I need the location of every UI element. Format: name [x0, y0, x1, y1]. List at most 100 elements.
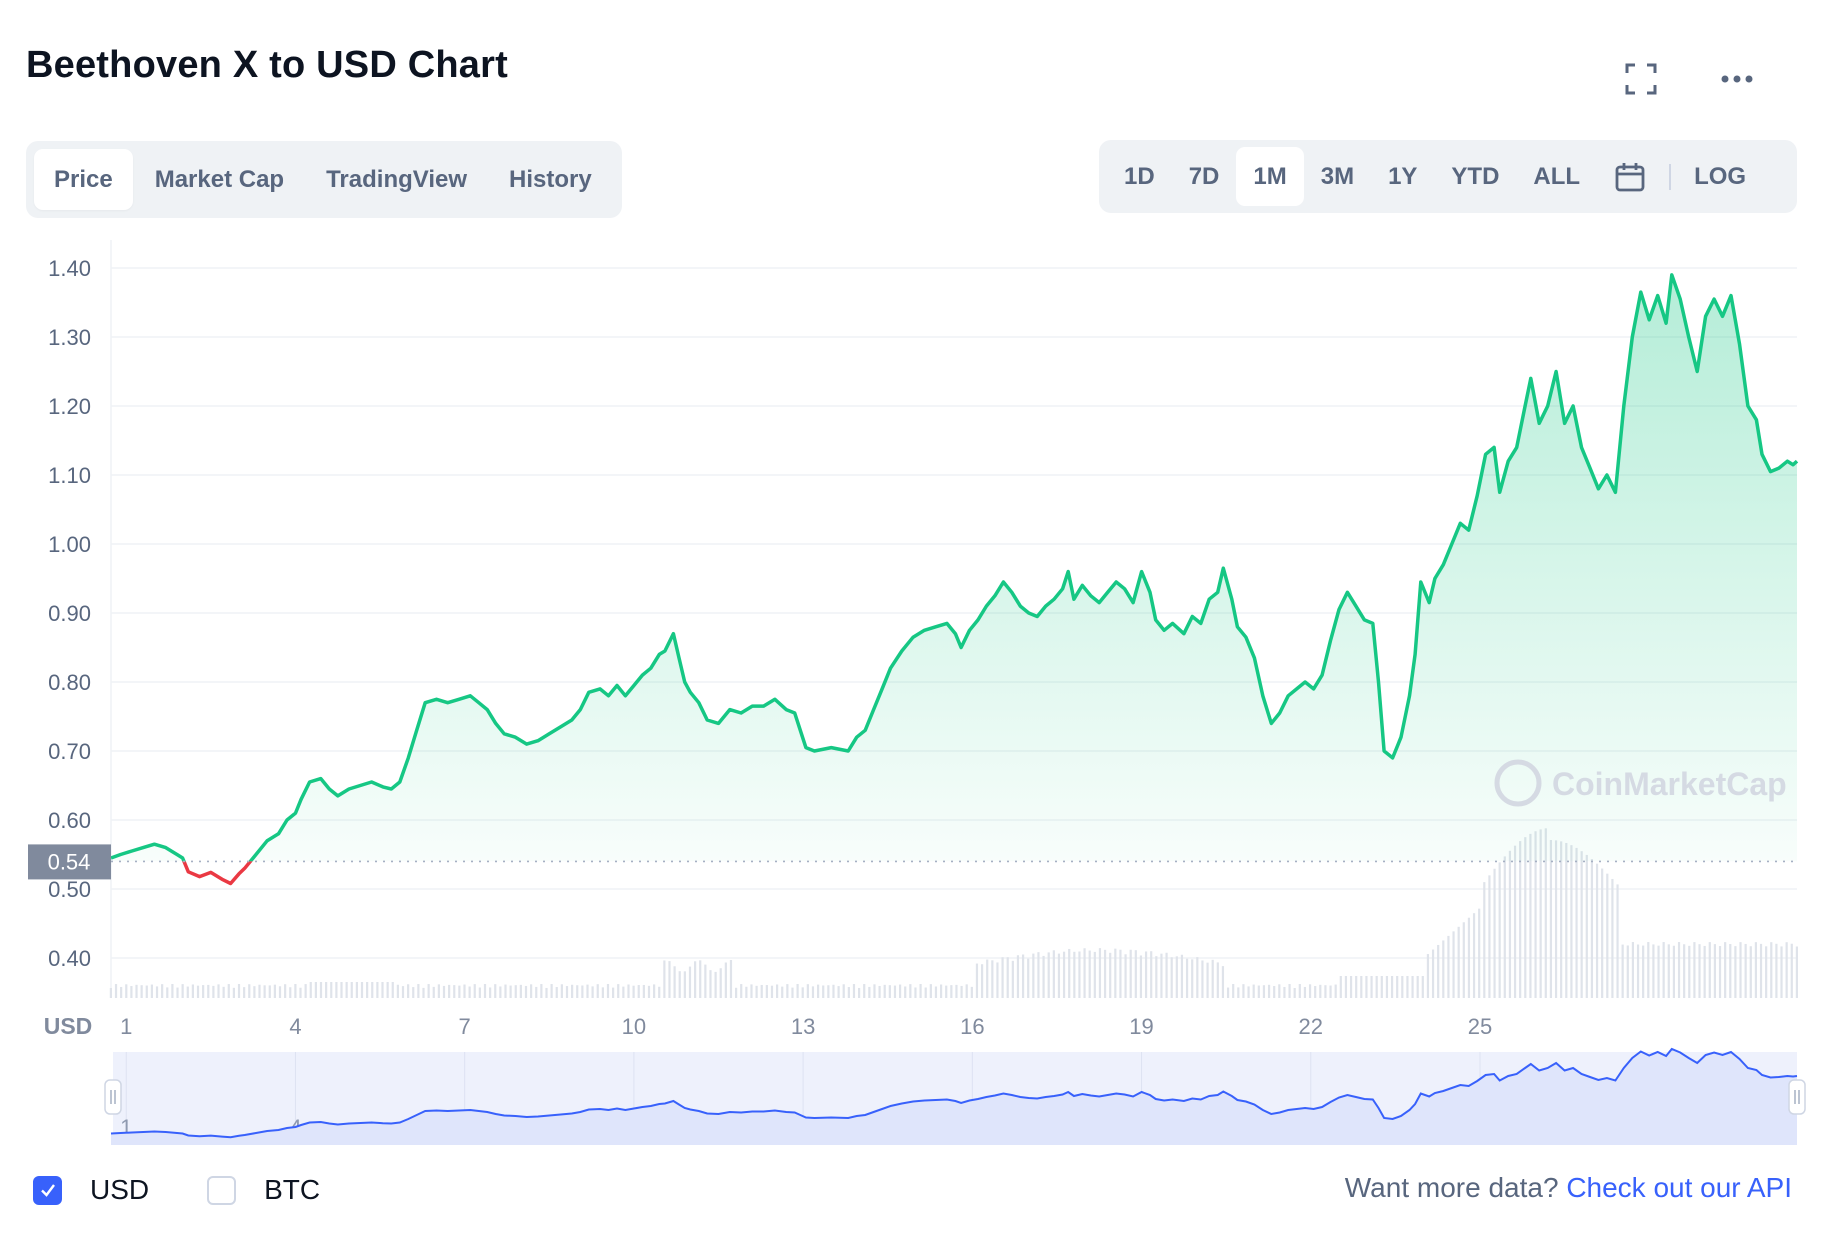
- y-axis: 0.40 0.50 0.60 0.70 0.80 0.90 1.00 1.10 1.20 1.30…: [48, 256, 91, 971]
- tab-market-cap[interactable]: Market Cap: [154, 165, 285, 193]
- volume-bar: [1703, 945, 1706, 998]
- volume-bar: [586, 984, 589, 998]
- volume-bar: [1416, 976, 1419, 998]
- volume-bar: [1513, 845, 1517, 998]
- volume-bar: [565, 986, 569, 998]
- volume-bar: [1452, 931, 1455, 998]
- volume-bar: [560, 984, 563, 998]
- volume-bar: [186, 986, 189, 998]
- volume-bar: [1529, 833, 1532, 998]
- volume-bar: [704, 964, 707, 998]
- volume-bar: [237, 984, 241, 998]
- volume-bar: [196, 985, 200, 998]
- volume-bar: [663, 960, 666, 998]
- volume-bar: [1011, 960, 1014, 998]
- range-all[interactable]: ALL: [1533, 162, 1581, 190]
- volume-bar: [448, 984, 451, 998]
- volume-bar: [176, 987, 179, 998]
- volume-bar: [171, 984, 174, 998]
- tab-history[interactable]: History: [509, 165, 592, 193]
- api-link[interactable]: Check out our API: [1566, 1172, 1792, 1203]
- volume-bar: [1073, 951, 1076, 998]
- volume-bar: [1221, 966, 1225, 998]
- volume-bar: [1211, 959, 1214, 998]
- volume-bar: [1539, 829, 1542, 998]
- range-1d[interactable]: 1D: [1124, 162, 1155, 190]
- volume-bar: [1396, 976, 1399, 998]
- volume-bar: [1483, 882, 1486, 998]
- volume-bar: [1339, 976, 1342, 998]
- volume-bar: [1688, 945, 1691, 998]
- volume-bar: [453, 985, 456, 998]
- x-axis: 147101316192225Feb: [120, 1014, 1492, 1039]
- x-tick-label: 7: [459, 1014, 471, 1039]
- more-dots-icon[interactable]: [1714, 56, 1760, 102]
- volume-bar: [145, 985, 148, 998]
- volume-bar: [745, 986, 748, 998]
- btc-checkbox[interactable]: [207, 1175, 237, 1205]
- volume-bar: [714, 971, 717, 998]
- log-scale-toggle[interactable]: LOG: [1694, 162, 1747, 190]
- volume-bar: [863, 984, 866, 998]
- tab-price[interactable]: Price: [34, 149, 133, 210]
- range-1y[interactable]: 1Y: [1388, 162, 1418, 190]
- volume-bar: [1549, 840, 1553, 998]
- volume-bar: [1724, 942, 1727, 998]
- range-ytd[interactable]: YTD: [1451, 162, 1500, 190]
- volume-bar: [945, 985, 948, 998]
- range-7d[interactable]: 7D: [1188, 162, 1220, 190]
- volume-bar: [832, 984, 835, 998]
- volume-bar: [1201, 960, 1204, 998]
- check-icon: [40, 1184, 55, 1197]
- volume-bar: [939, 984, 943, 998]
- volume-bar: [1083, 948, 1086, 998]
- volume-bar: [181, 984, 184, 998]
- volume-bar: [289, 987, 292, 998]
- volume-bar: [1078, 951, 1081, 998]
- price-area: [111, 274, 1797, 862]
- usd-checkbox[interactable]: [33, 1175, 62, 1205]
- range-brush[interactable]: 147101316192225Feb: [104, 1047, 1824, 1145]
- brush-handle-left[interactable]: [104, 1079, 122, 1115]
- volume-bar: [1165, 952, 1168, 998]
- volume-bar: [278, 986, 282, 998]
- volume-bar: [1421, 976, 1424, 998]
- y-tick-label: 0.70: [48, 739, 91, 764]
- volume-bar: [934, 986, 938, 998]
- volume-bar: [827, 985, 830, 998]
- volume-bar: [1329, 985, 1332, 998]
- volume-bar: [653, 984, 656, 998]
- volume-bar: [555, 987, 558, 998]
- brush-handle-right[interactable]: [1788, 1079, 1806, 1115]
- usd-label: USD: [90, 1174, 150, 1205]
- volume-bar: [1590, 859, 1594, 998]
- volume-bar: [1631, 942, 1635, 998]
- volume-bar: [1790, 943, 1793, 998]
- volume-bar: [412, 987, 415, 998]
- volume-bar: [893, 985, 897, 998]
- volume-bar: [765, 985, 768, 998]
- volume-bar: [986, 959, 989, 998]
- volume-bar: [811, 986, 815, 998]
- volume-bar: [991, 960, 994, 998]
- brush-line: [110, 1047, 1798, 1139]
- y-tick-label: 0.80: [48, 670, 91, 695]
- volume-bar: [1560, 841, 1563, 998]
- volume-bar: [530, 984, 533, 998]
- fullscreen-icon[interactable]: [1618, 56, 1664, 102]
- volume-bar: [873, 984, 876, 998]
- calendar-icon[interactable]: [1597, 147, 1663, 206]
- range-1m[interactable]: 1M: [1236, 147, 1304, 206]
- y-tick-label: 0.50: [48, 877, 91, 902]
- volume-bar: [735, 987, 738, 998]
- volume-bar: [673, 966, 676, 998]
- volume-bar: [904, 986, 907, 998]
- volume-bar: [509, 985, 512, 998]
- volume-bar: [150, 984, 153, 998]
- tab-tradingview[interactable]: TradingView: [326, 165, 468, 193]
- volume-bar: [601, 987, 604, 998]
- volume-bar: [268, 985, 271, 998]
- range-3m[interactable]: 3M: [1320, 162, 1355, 190]
- volume-bar: [232, 987, 235, 998]
